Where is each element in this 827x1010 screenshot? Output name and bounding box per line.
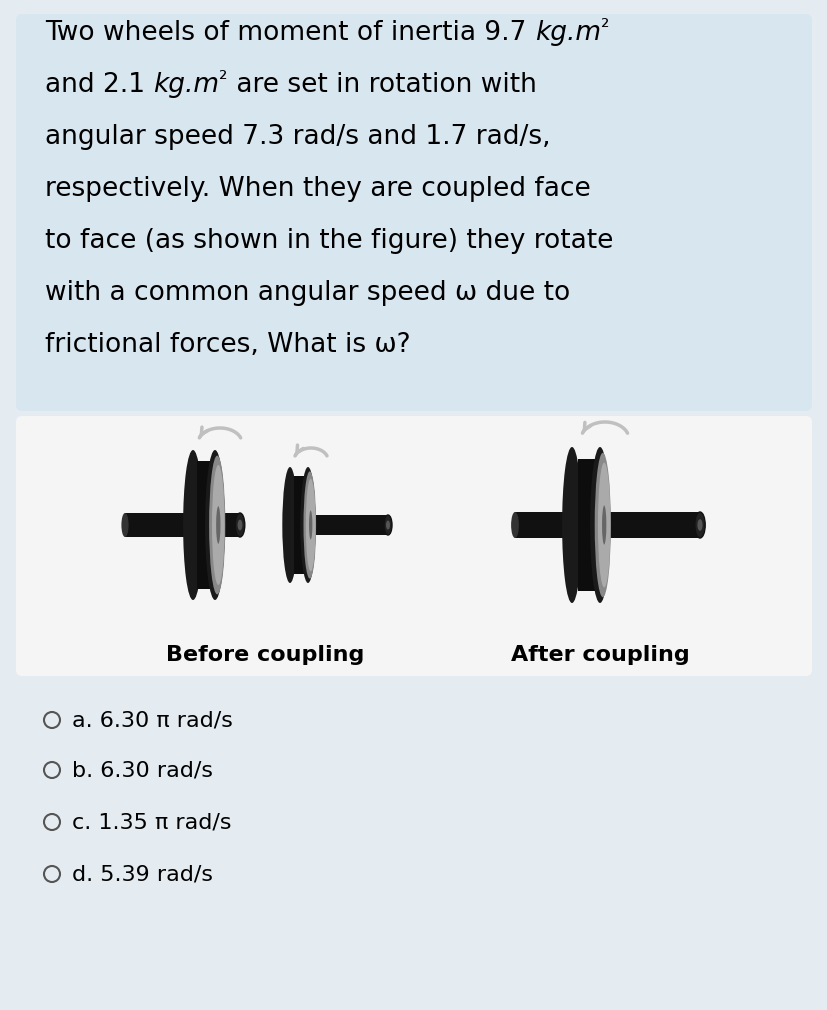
FancyBboxPatch shape (16, 14, 811, 411)
Text: are set in rotation with: are set in rotation with (227, 72, 536, 98)
Polygon shape (125, 513, 209, 537)
Polygon shape (220, 513, 240, 537)
Text: ²: ² (600, 18, 609, 38)
Polygon shape (294, 476, 308, 575)
Ellipse shape (305, 479, 315, 572)
Polygon shape (605, 512, 699, 538)
Text: kg.m: kg.m (534, 20, 600, 46)
Ellipse shape (300, 467, 315, 583)
Ellipse shape (510, 512, 519, 538)
Polygon shape (514, 512, 594, 538)
Ellipse shape (237, 519, 242, 530)
Ellipse shape (597, 463, 609, 588)
Ellipse shape (216, 506, 220, 543)
Polygon shape (197, 462, 215, 589)
Polygon shape (298, 515, 304, 535)
Text: ²: ² (219, 70, 227, 90)
Text: Two wheels of moment of inertia 9.7: Two wheels of moment of inertia 9.7 (45, 20, 534, 46)
Text: with a common angular speed ω due to: with a common angular speed ω due to (45, 280, 570, 306)
Text: a. 6.30 π rad/s: a. 6.30 π rad/s (72, 710, 232, 730)
Text: d. 5.39 rad/s: d. 5.39 rad/s (72, 864, 213, 884)
Ellipse shape (385, 520, 390, 529)
Ellipse shape (122, 513, 128, 537)
Ellipse shape (308, 510, 312, 539)
Ellipse shape (694, 512, 705, 538)
Ellipse shape (304, 472, 316, 579)
Ellipse shape (601, 505, 605, 544)
Ellipse shape (205, 450, 225, 600)
Ellipse shape (294, 515, 301, 535)
Ellipse shape (183, 450, 203, 600)
Text: c. 1.35 π rad/s: c. 1.35 π rad/s (72, 812, 232, 832)
Text: kg.m: kg.m (153, 72, 219, 98)
Text: angular speed 7.3 rad/s and 1.7 rad/s,: angular speed 7.3 rad/s and 1.7 rad/s, (45, 124, 550, 150)
Text: Before coupling: Before coupling (165, 645, 364, 665)
Ellipse shape (282, 467, 298, 583)
Text: b. 6.30 rad/s: b. 6.30 rad/s (72, 760, 213, 780)
Text: and 2.1: and 2.1 (45, 72, 153, 98)
Text: After coupling: After coupling (510, 645, 689, 665)
Polygon shape (577, 459, 600, 591)
Ellipse shape (696, 519, 702, 531)
Text: frictional forces, What is ω?: frictional forces, What is ω? (45, 332, 410, 358)
FancyBboxPatch shape (16, 416, 811, 676)
Text: respectively. When they are coupled face: respectively. When they are coupled face (45, 176, 590, 202)
Ellipse shape (209, 456, 225, 594)
Ellipse shape (212, 465, 224, 585)
Ellipse shape (590, 447, 609, 603)
Ellipse shape (562, 447, 581, 603)
Ellipse shape (594, 452, 610, 597)
Ellipse shape (384, 515, 391, 535)
Ellipse shape (235, 513, 245, 537)
Text: to face (as shown in the figure) they rotate: to face (as shown in the figure) they ro… (45, 228, 613, 254)
Polygon shape (312, 515, 388, 535)
